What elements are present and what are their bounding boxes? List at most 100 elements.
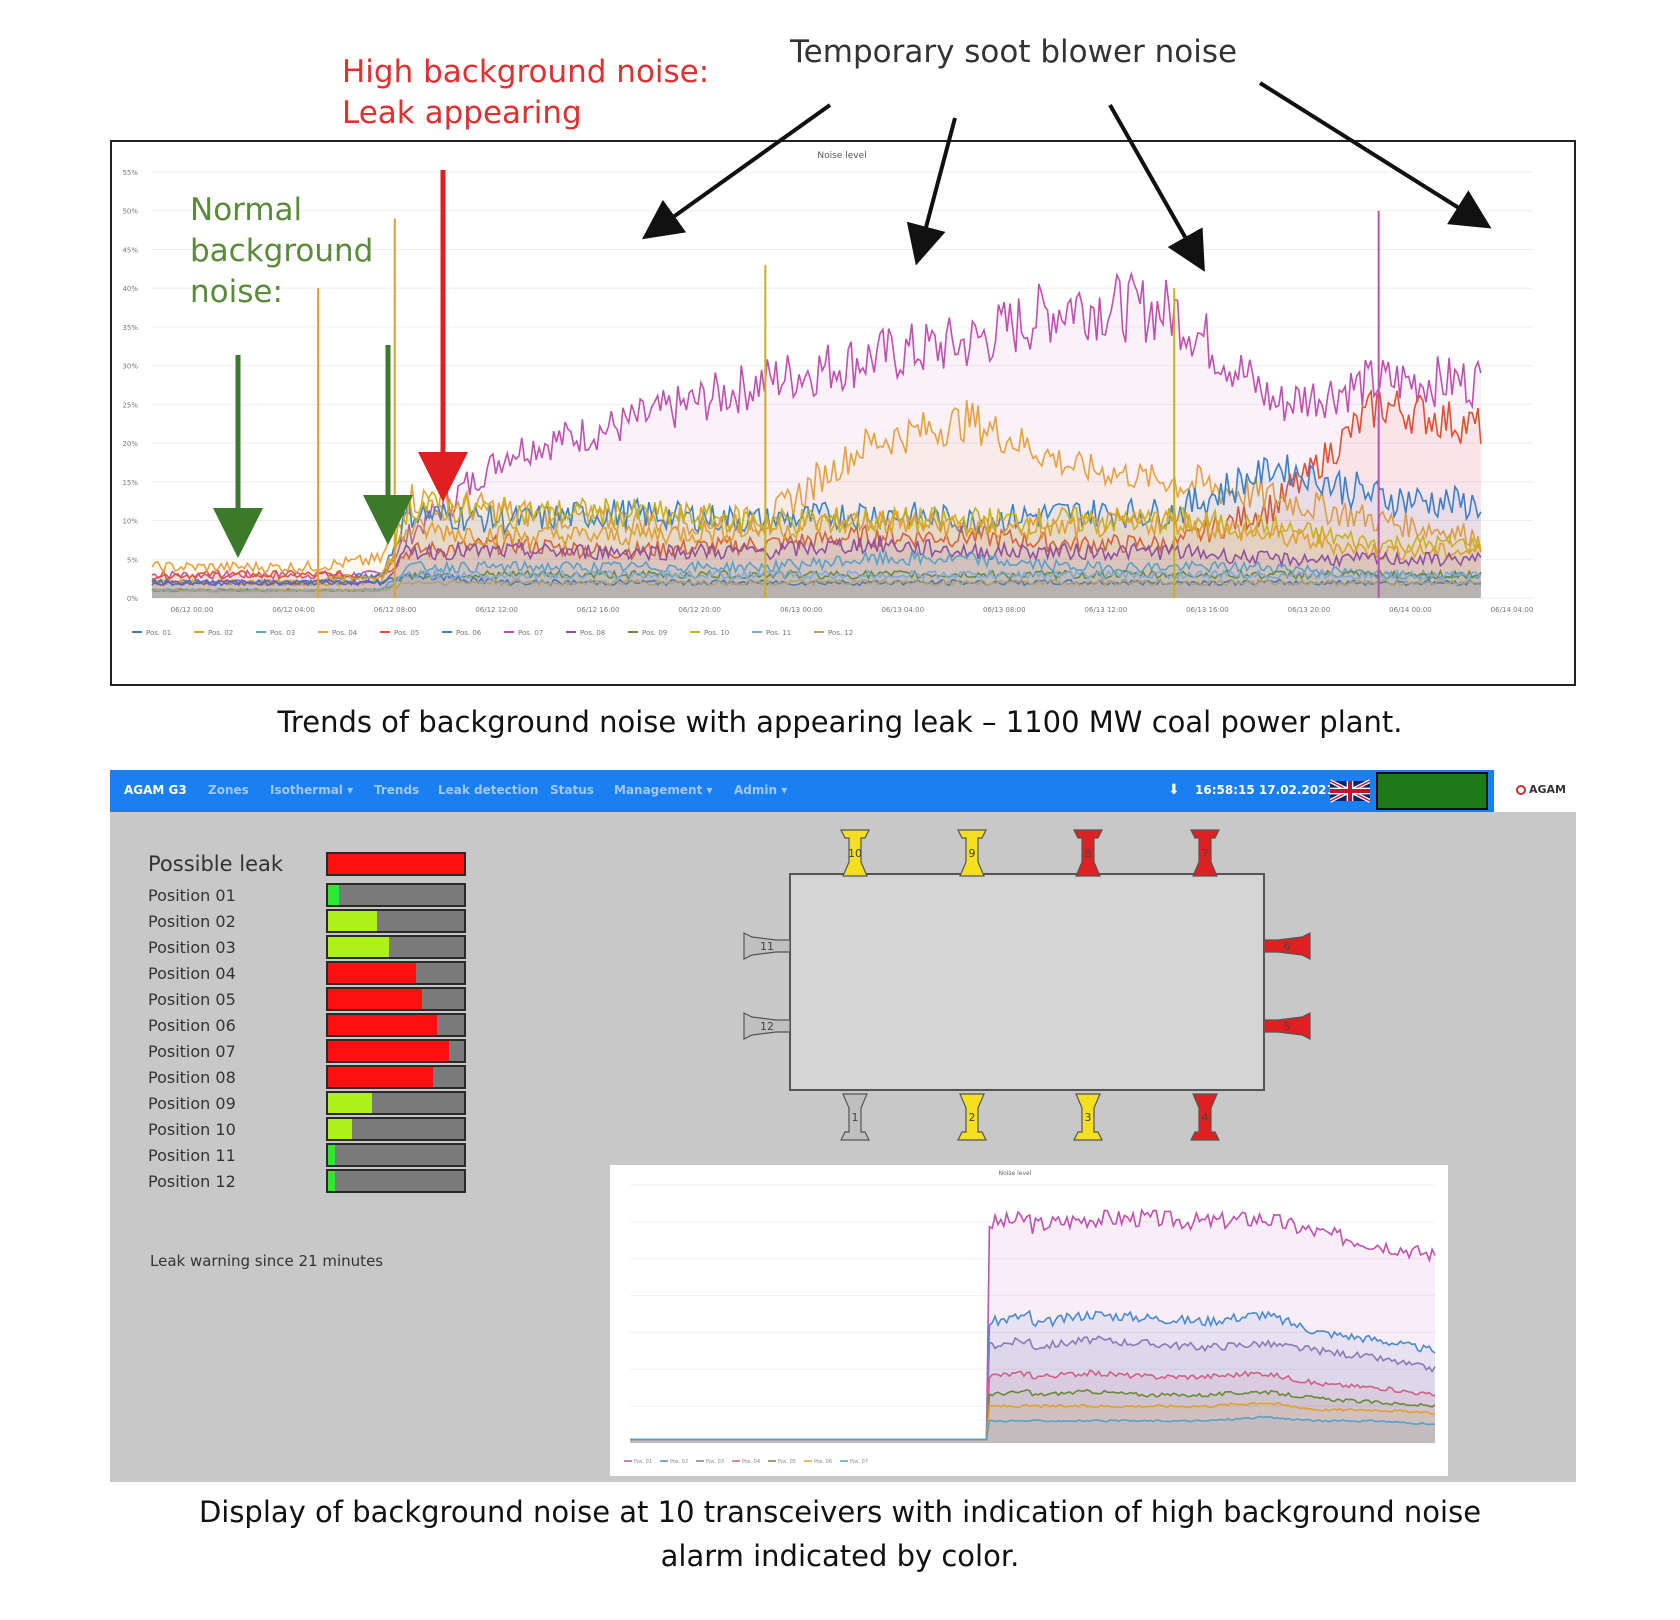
top-x-tick-label: 06/12 00:00 xyxy=(171,606,214,614)
transceiver-11: 11 xyxy=(743,932,791,960)
nav-item-zones[interactable]: Zones xyxy=(208,783,249,797)
navbar: AGAM G3 Zones Isothermal ▾ Trends Leak d… xyxy=(110,770,1576,812)
annotation-normal-line3: noise: xyxy=(190,274,283,310)
top-y-tick-label: 55% xyxy=(122,169,138,177)
top-y-tick-label: 45% xyxy=(122,246,138,254)
top-x-tick-label: 06/13 00:00 xyxy=(780,606,823,614)
bottom-legend-label: Pos. 04 xyxy=(742,1459,760,1465)
transceiver-id: 9 xyxy=(969,847,976,860)
bottom-legend-label: Pos. 01 xyxy=(634,1459,652,1465)
transceiver-id: 4 xyxy=(1202,1111,1209,1124)
bottom-series-area xyxy=(630,1210,1435,1443)
soot-arrow-1 xyxy=(641,103,832,240)
transceiver-7: 7 xyxy=(1190,829,1220,877)
position-bar-fill xyxy=(328,1041,450,1061)
position-bar-fill xyxy=(328,1067,433,1087)
top-x-tick-label: 06/12 12:00 xyxy=(475,606,518,614)
logo-box: AGAM xyxy=(1494,770,1576,812)
top-y-tick-label: 40% xyxy=(122,285,138,293)
top-legend-label: Pos. 01 xyxy=(146,629,171,637)
transceiver-5: 5 xyxy=(1263,1012,1311,1040)
bottom-series-line xyxy=(630,1415,1436,1441)
nav-datetime: 16:58:15 17.02.2021 xyxy=(1195,783,1335,797)
bottom-series-area xyxy=(630,1389,1435,1443)
top-legend-label: Pos. 02 xyxy=(208,629,233,637)
nav-item-admin[interactable]: Admin ▾ xyxy=(734,783,788,797)
top-noise-chart: Noise level 0% 5% 10% 15% 20% 25% 30% 35% 40% 45% 5… xyxy=(110,140,1576,686)
position-bar xyxy=(326,909,466,933)
agam-logo: AGAM xyxy=(1516,783,1566,796)
bottom-series-area xyxy=(630,1370,1435,1443)
top-legend-label: Pos. 08 xyxy=(580,629,605,637)
position-bar xyxy=(326,1143,466,1167)
top-x-tick-label: 06/13 04:00 xyxy=(881,606,924,614)
transceiver-body xyxy=(1263,1012,1311,1040)
position-label: Position 01 xyxy=(148,886,236,905)
top-legend-label: Pos. 04 xyxy=(332,629,358,637)
uk-flag-icon[interactable] xyxy=(1330,778,1370,804)
position-bar xyxy=(326,1013,466,1037)
transceiver-body xyxy=(743,1012,791,1040)
position-label: Position 10 xyxy=(148,1120,236,1139)
bottom-caption-line2: alarm indicated by color. xyxy=(660,1539,1020,1573)
top-y-tick-label: 35% xyxy=(122,324,138,332)
top-y-tick-label: 20% xyxy=(122,440,138,448)
nav-item-status[interactable]: Status xyxy=(550,783,594,797)
top-x-tick-label: 06/12 16:00 xyxy=(577,606,620,614)
transceiver-3: 3 xyxy=(1073,1093,1103,1141)
top-legend-label: Pos. 12 xyxy=(828,629,853,637)
nav-brand[interactable]: AGAM G3 xyxy=(124,783,187,797)
top-x-tick-label: 06/13 16:00 xyxy=(1186,606,1229,614)
top-legend-label: Pos. 03 xyxy=(270,629,295,637)
status-indicator xyxy=(1376,772,1488,810)
download-icon[interactable]: ⬇ xyxy=(1168,782,1180,798)
top-x-tick-label: 06/13 08:00 xyxy=(983,606,1026,614)
transceiver-body xyxy=(957,1093,987,1141)
top-chart-svg: Noise level 0% 5% 10% 15% 20% 25% 30% 35% 40% 45% 5… xyxy=(122,151,1533,637)
top-legend-label: Pos. 05 xyxy=(394,629,419,637)
position-bar-fill xyxy=(328,963,417,983)
transceiver-1: 1 xyxy=(840,1093,870,1141)
position-bar xyxy=(326,935,466,959)
bottom-series-area xyxy=(630,1336,1435,1443)
position-bar xyxy=(326,1117,466,1141)
nav-item-management[interactable]: Management ▾ xyxy=(614,783,713,797)
top-series-line xyxy=(151,490,1482,588)
position-bar xyxy=(326,1091,466,1115)
position-label: Position 03 xyxy=(148,938,236,957)
nav-item-leak-detection[interactable]: Leak detection xyxy=(438,783,539,797)
transceiver-body xyxy=(840,1093,870,1141)
bottom-legend-label: Pos. 05 xyxy=(778,1459,796,1465)
position-bar-fill xyxy=(328,1171,335,1191)
furnace-box xyxy=(789,873,1265,1091)
top-series-area xyxy=(152,572,1481,598)
logo-text: AGAM xyxy=(1529,783,1567,796)
transceiver-body xyxy=(957,829,987,877)
transceiver-body xyxy=(1190,829,1220,877)
agam-app-window: AGAM G3 Zones Isothermal ▾ Trends Leak d… xyxy=(110,770,1576,1482)
arrow-layer xyxy=(213,81,1492,558)
bottom-legend-label: Pos. 07 xyxy=(850,1459,868,1465)
transceiver-id: 11 xyxy=(760,940,774,953)
transceiver-9: 9 xyxy=(957,829,987,877)
soot-arrow-3 xyxy=(1108,104,1205,272)
transceiver-id: 8 xyxy=(1085,847,1092,860)
nav-item-trends[interactable]: Trends xyxy=(374,783,420,797)
transceiver-4: 4 xyxy=(1190,1093,1220,1141)
top-x-tick-label: 06/12 20:00 xyxy=(678,606,721,614)
top-caption: Trends of background noise with appearin… xyxy=(277,705,1403,739)
position-label: Position 07 xyxy=(148,1042,236,1061)
transceiver-body xyxy=(743,932,791,960)
transceiver-body xyxy=(1073,829,1103,877)
position-label: Position 04 xyxy=(148,964,236,983)
logo-mark-icon xyxy=(1516,785,1526,795)
bottom-caption: Display of background noise at 10 transc… xyxy=(0,1490,1680,1578)
transceiver-body xyxy=(840,829,870,877)
nav-item-isothermal[interactable]: Isothermal ▾ xyxy=(270,783,354,797)
position-label: Position 08 xyxy=(148,1068,236,1087)
position-bar-fill xyxy=(328,911,377,931)
top-x-tick-label: 06/13 12:00 xyxy=(1085,606,1128,614)
position-bar-fill xyxy=(328,1119,353,1139)
transceiver-body xyxy=(1190,1093,1220,1141)
